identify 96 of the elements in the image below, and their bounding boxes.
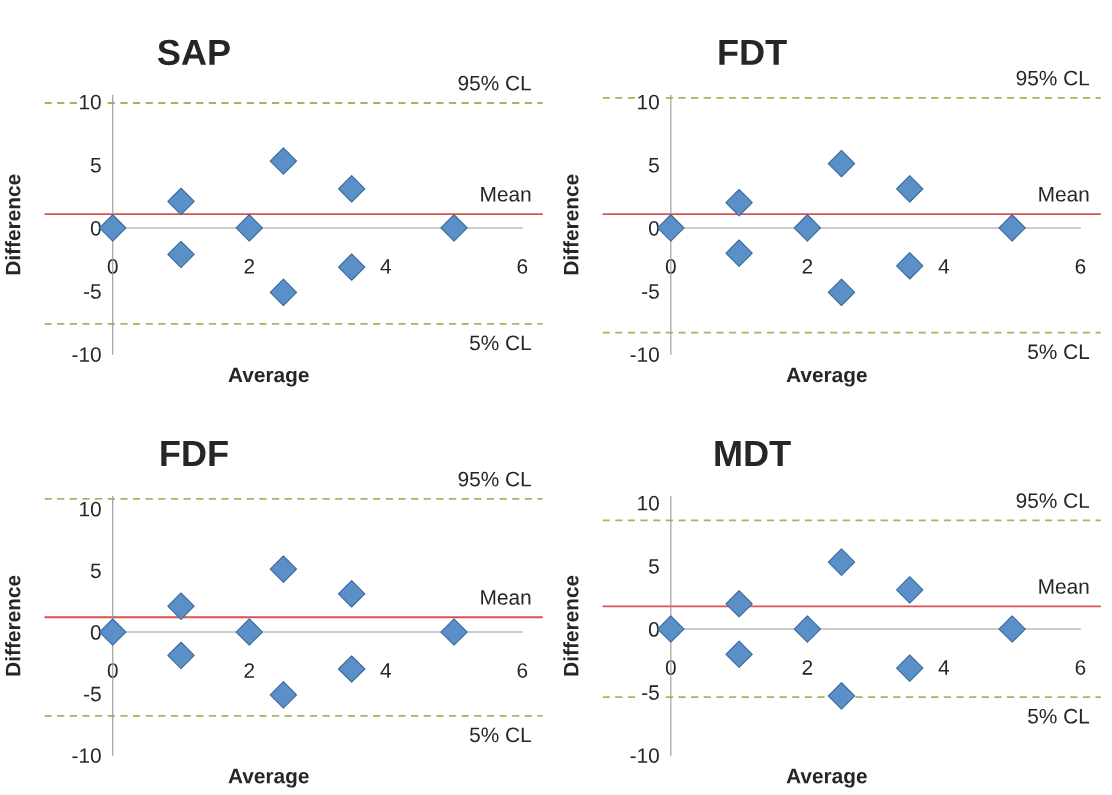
point [440,214,468,242]
ref-line-label: Mean [481,187,531,202]
x-axis-title: Average [228,768,309,788]
y-tick-label: -10 [630,347,659,362]
x-tick-label: 2 [802,259,813,274]
point [337,253,366,281]
x-tick-label: 0 [107,663,118,678]
point [167,641,195,670]
x-tick-label: 6 [517,259,528,274]
y-tick-label: -5 [642,685,659,700]
point [793,214,822,242]
x-tick-label: 4 [380,663,391,678]
point [896,576,924,604]
point [896,175,924,203]
chart-title: SAP [157,39,230,66]
ref-line-label: 5% CL [1028,708,1090,724]
y-tick-label: -5 [84,686,101,702]
x-axis-title: Average [228,367,309,387]
y-tick-label: 0 [90,220,101,236]
x-tick-label: 4 [938,259,950,274]
point [269,147,298,175]
y-tick-label: 10 [638,94,659,110]
x-tick-label: 0 [107,259,118,274]
point [235,618,263,646]
point [269,278,298,307]
point [235,214,263,242]
chart-title: FDF [161,441,228,466]
point [725,590,753,618]
point [725,640,753,668]
y-tick-label: 10 [80,501,101,517]
point [725,239,753,267]
x-tick-label: 2 [244,663,255,678]
ref-line-label: Mean [1039,187,1089,202]
y-tick-label: 5 [90,158,101,173]
y-tick-label: -10 [72,748,101,763]
point [99,214,127,242]
point [167,592,195,620]
point [998,615,1026,643]
y-tick-label: 10 [638,495,659,511]
y-tick-label: 5 [648,559,659,574]
x-tick-label: 0 [665,660,676,675]
point [99,618,127,646]
point [337,175,366,203]
y-tick-label: 5 [648,158,659,173]
chart-title: FDT [719,40,787,65]
point [269,555,298,583]
point [167,187,195,216]
x-tick-label: 6 [1075,660,1086,675]
y-tick-label: 0 [648,622,659,637]
y-axis-title: Difference [5,174,21,275]
x-tick-label: 4 [938,660,950,675]
point [440,618,468,646]
y-tick-label: -10 [72,347,101,362]
point [337,655,366,683]
ref-line-label: Mean [1039,579,1089,594]
point [793,615,822,643]
x-axis-title: Average [786,367,867,387]
point [827,278,856,307]
y-axis-title: Difference [5,575,21,676]
x-tick-label: 2 [802,660,813,675]
point [725,188,753,217]
ref-line-label: 95% CL [1016,70,1090,86]
y-tick-label: 0 [90,625,101,640]
point [896,252,924,280]
point [167,240,195,269]
point [827,149,856,178]
y-tick-label: -5 [642,284,659,299]
ref-line-label: 95% CL [458,75,531,91]
y-tick-label: 0 [648,220,659,236]
ref-line-label: 5% CL [1028,344,1090,360]
y-tick-label: 10 [80,94,101,110]
x-tick-label: 0 [665,259,676,274]
x-tick-label: 6 [517,663,528,678]
ref-line-label: 95% CL [458,471,531,487]
point [337,580,366,608]
x-tick-label: 2 [244,259,255,274]
x-axis-title: Average [786,768,867,788]
ref-line-label: 95% CL [1016,493,1090,509]
point [269,681,298,709]
point [827,548,856,576]
ref-line-label: Mean [481,590,531,605]
point [827,682,856,710]
point [998,214,1026,242]
chart-title: MDT [715,441,791,466]
y-axis-title: Difference [563,575,579,676]
y-tick-label: -10 [630,748,659,763]
point [657,214,685,242]
ref-line-label: 5% CL [469,335,531,351]
ref-line-label: 5% CL [469,727,531,743]
point [896,654,924,682]
y-axis-title: Difference [563,174,579,275]
point [657,615,685,643]
y-tick-label: -5 [84,284,101,299]
x-tick-label: 4 [380,259,391,274]
y-tick-label: 5 [90,563,101,579]
x-tick-label: 6 [1075,259,1086,274]
